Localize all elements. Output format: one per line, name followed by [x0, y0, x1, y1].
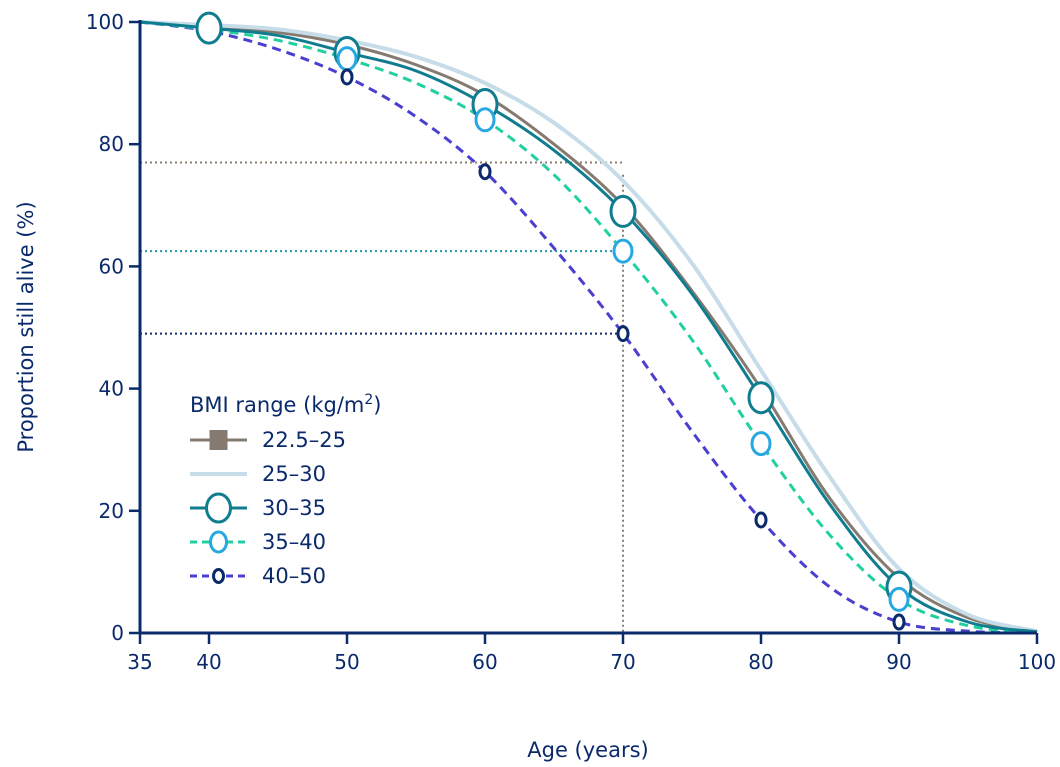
legend-item-40-50: 40–50 [190, 564, 326, 588]
marker-35-40-60 [474, 107, 496, 133]
x-tick-label-70: 70 [610, 650, 635, 674]
series-line-35-40 [139, 20, 1038, 634]
marker-40-50-80 [754, 511, 768, 529]
legend-item-22-5-25: 22.5–25 [190, 428, 346, 452]
marker-40-50-60 [478, 163, 492, 181]
y-tick-label-20: 20 [99, 499, 124, 523]
marker-35-40-70 [612, 238, 634, 264]
y-tick-label-40: 40 [99, 377, 124, 401]
marker-30-35-70 [609, 194, 637, 228]
axes: 35 40 50 60 70 80 90 100 0 20 40 60 80 100 [86, 10, 1056, 674]
marker-40-50-90 [892, 613, 906, 631]
legend-title: BMI range (kg/m2) [190, 392, 381, 417]
legend-label-30-35: 30–35 [262, 496, 326, 520]
legend-label-35-40: 35–40 [262, 530, 326, 554]
x-axis-title: Age (years) [527, 738, 648, 762]
x-tick-label-50: 50 [334, 650, 359, 674]
x-tick-label-90: 90 [886, 650, 911, 674]
series-markers [195, 11, 913, 631]
marker-30-35-40 [195, 11, 223, 45]
legend-item-30-35: 30–35 [190, 492, 326, 524]
legend-item-35-40: 35–40 [190, 530, 326, 554]
marker-30-35-80 [747, 381, 775, 415]
x-tick-label-100: 100 [1018, 650, 1056, 674]
marker-40-50-50 [340, 68, 354, 86]
legend-marker-35-40 [209, 530, 228, 554]
legend-label-40-50: 40–50 [262, 564, 326, 588]
legend-label-22-5-25: 22.5–25 [262, 428, 346, 452]
y-tick-label-80: 80 [99, 132, 124, 156]
marker-35-40-50 [336, 46, 358, 72]
y-tick-label-60: 60 [99, 254, 124, 278]
y-tick-label-0: 0 [111, 621, 124, 645]
marker-35-40-90 [888, 586, 910, 612]
legend: BMI range (kg/m2) 22.5–25 25–30 30–35 35–40… [190, 392, 381, 588]
y-tick-label-100: 100 [86, 10, 124, 34]
marker-35-40-80 [750, 431, 772, 457]
x-tick-label-35: 35 [127, 650, 152, 674]
x-tick-label-40: 40 [196, 650, 221, 674]
legend-marker-30-35 [205, 492, 232, 524]
y-axis-title: Proportion still alive (%) [14, 201, 38, 452]
series-line-25-30 [139, 20, 1038, 634]
x-tick-label-80: 80 [748, 650, 773, 674]
series-line-40-50 [139, 20, 1038, 635]
marker-40-50-70 [616, 325, 630, 343]
legend-label-25-30: 25–30 [262, 462, 326, 486]
legend-marker-22-5-25 [209, 430, 228, 450]
legend-item-25-30: 25–30 [190, 462, 326, 486]
x-tick-label-60: 60 [472, 650, 497, 674]
legend-marker-40-50 [212, 568, 225, 584]
